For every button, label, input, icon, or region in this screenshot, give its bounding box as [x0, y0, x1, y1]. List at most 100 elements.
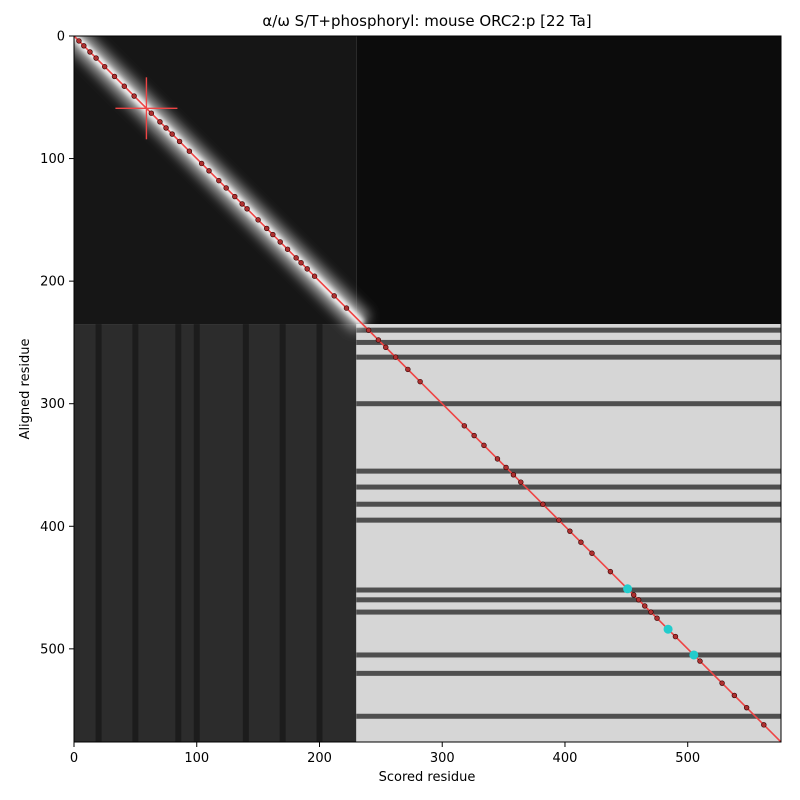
heatmap-block: [356, 36, 781, 325]
y-tick-label: 0: [57, 30, 65, 45]
markers: [76, 38, 767, 728]
y-tick-label: 300: [40, 397, 65, 412]
marker-dark: [111, 73, 118, 80]
row-band: [356, 484, 781, 490]
marker-dark: [417, 378, 423, 385]
row-bands: [356, 327, 781, 719]
row-band: [356, 670, 781, 676]
row-band: [356, 327, 781, 333]
x-axis-label: Scored residue: [379, 770, 476, 785]
marker-dark: [311, 273, 318, 279]
y-axis-ticks: 0 100 200 300 400 500: [40, 30, 74, 657]
marker-dark: [244, 206, 250, 212]
x-tick-label: 500: [675, 751, 700, 766]
marker-dark: [76, 38, 82, 44]
marker-dark: [405, 366, 411, 373]
marker-dark: [631, 592, 637, 598]
marker-dark: [176, 138, 183, 145]
marker-dark: [148, 110, 155, 116]
marker-dark: [264, 225, 270, 232]
marker-dark: [383, 344, 389, 351]
crosshair: [115, 77, 178, 140]
y-tick-label: 200: [40, 275, 65, 290]
marker-dark: [343, 305, 350, 311]
marker-dark: [93, 55, 99, 61]
marker-dark: [121, 83, 128, 89]
x-tick-label: 400: [553, 751, 578, 766]
row-band: [356, 597, 781, 603]
column-band: [279, 324, 286, 742]
marker-dark: [471, 432, 477, 439]
marker-dark: [293, 255, 299, 261]
marker-dark: [298, 260, 304, 266]
marker-dark: [461, 423, 468, 429]
x-tick-label: 200: [307, 751, 332, 766]
y-tick-label: 100: [40, 152, 65, 167]
row-band: [356, 501, 781, 507]
marker-dark: [761, 722, 767, 728]
row-band: [356, 354, 781, 360]
row-band: [356, 339, 781, 345]
marker-dark: [163, 125, 169, 131]
marker-dark: [131, 93, 137, 99]
column-bands: [95, 324, 323, 742]
marker-dark: [270, 231, 276, 238]
marker-dark: [672, 633, 679, 640]
marker-cyan: [689, 650, 699, 660]
marker-dark: [743, 704, 750, 711]
marker-dark: [375, 337, 382, 343]
marker-dark: [81, 43, 87, 49]
marker-dark: [101, 63, 108, 70]
marker-dark: [331, 293, 337, 299]
x-axis-ticks: 0 100 200 300 400 500: [70, 742, 700, 766]
marker-dark: [255, 217, 261, 223]
diagonal-red-line: [74, 36, 781, 742]
marker-dark: [607, 568, 614, 575]
diagonal-line: [74, 36, 781, 742]
marker-dark: [719, 680, 725, 686]
heatmap-area: [74, 36, 781, 742]
marker-dark: [239, 201, 245, 207]
marker-dark: [365, 327, 372, 333]
row-band: [356, 517, 781, 523]
marker-dark: [567, 528, 573, 534]
column-band: [242, 324, 249, 742]
column-band: [316, 324, 323, 742]
marker-dark: [186, 148, 193, 154]
marker-dark: [206, 168, 212, 174]
marker-dark: [223, 185, 229, 191]
marker-dark: [510, 472, 517, 478]
marker-dark: [277, 239, 283, 245]
marker-dark: [648, 609, 654, 615]
marker-dark: [518, 479, 524, 485]
marker-dark: [578, 539, 584, 545]
heatmap-block: [74, 324, 357, 742]
column-band: [175, 324, 182, 742]
row-band: [356, 401, 781, 407]
column-band: [132, 324, 139, 742]
row-band: [356, 713, 781, 719]
marker-dark: [284, 246, 291, 252]
marker-cyan: [623, 584, 633, 594]
marker-cyan: [663, 624, 673, 634]
x-tick-label: 0: [70, 751, 78, 766]
marker-dark: [503, 464, 509, 471]
marker-dark: [635, 597, 642, 603]
plot-frame: [73, 35, 782, 743]
y-tick-label: 400: [40, 520, 65, 535]
y-axis-label: Aligned residue: [18, 339, 33, 440]
marker-dark: [654, 615, 660, 621]
row-band: [356, 468, 781, 474]
marker-dark: [589, 550, 595, 556]
y-tick-label: 500: [40, 642, 65, 657]
marker-dark: [494, 456, 501, 462]
x-tick-label: 100: [184, 751, 209, 766]
column-band: [95, 324, 102, 742]
row-band: [356, 652, 781, 658]
marker-dark: [697, 658, 703, 664]
marker-dark: [169, 131, 175, 137]
marker-dark: [392, 354, 399, 360]
marker-dark: [731, 692, 738, 699]
marker-dark: [642, 603, 648, 609]
